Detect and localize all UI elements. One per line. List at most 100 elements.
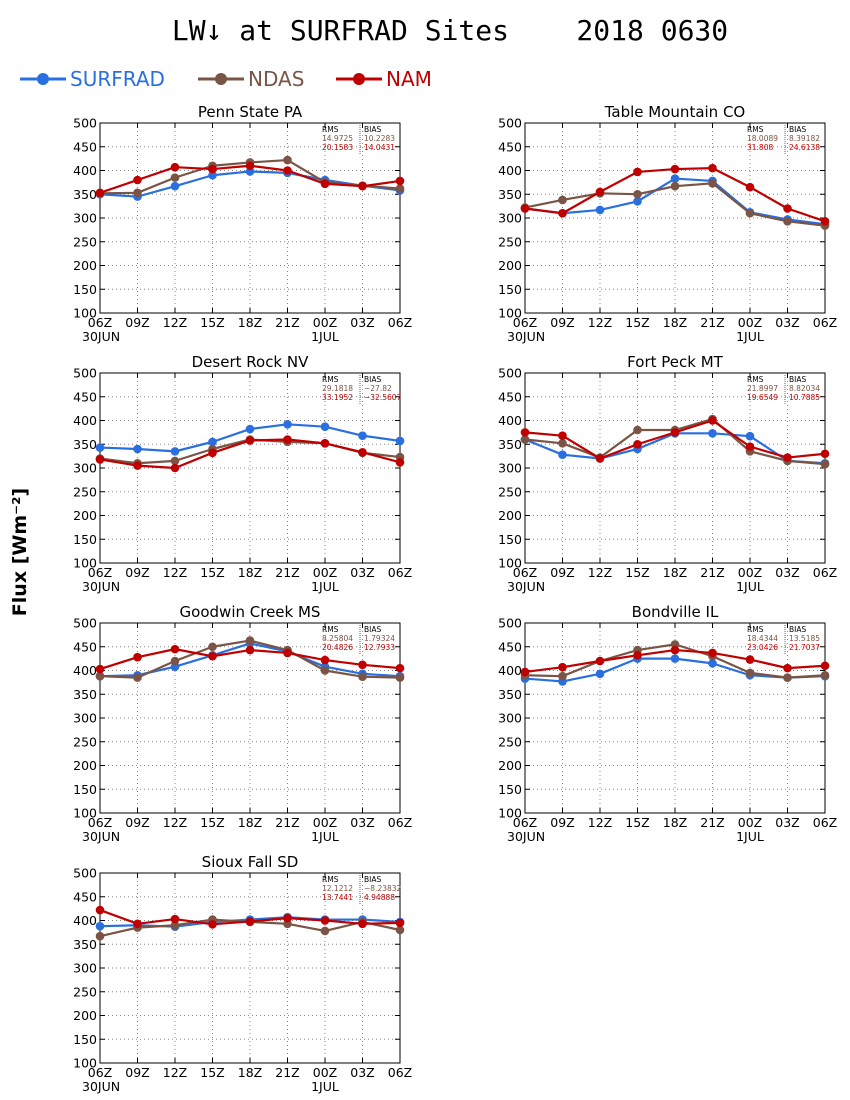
data-point-nam xyxy=(320,179,330,189)
legend-marker-ndas xyxy=(215,73,227,85)
data-point-nam xyxy=(558,208,567,218)
x-tick-label: 06Z xyxy=(88,315,112,330)
x-tick-label: 00Z xyxy=(313,1065,337,1080)
data-point-surfrad xyxy=(708,429,717,438)
stats-header-bias: BIAS xyxy=(789,375,806,384)
data-point-nam xyxy=(358,181,367,191)
stats-rms-ndas: 29.1818 xyxy=(322,384,353,393)
x-date-label: 30JUN xyxy=(507,829,545,844)
x-tick-label: 09Z xyxy=(550,815,574,830)
data-point-nam xyxy=(133,652,142,662)
data-point-nam xyxy=(670,164,680,174)
data-point-nam xyxy=(633,651,642,660)
series-nam xyxy=(95,161,405,198)
legend-label-ndas: NDAS xyxy=(248,67,304,91)
y-tick-label: 300 xyxy=(73,211,97,226)
stats-bias-nam: 14.0431 xyxy=(364,143,395,152)
data-point-ndas xyxy=(820,670,830,680)
x-tick-label: 21Z xyxy=(275,315,299,330)
data-point-nam xyxy=(595,187,605,197)
x-tick-label: 12Z xyxy=(163,815,187,830)
series-nam xyxy=(520,163,830,226)
data-point-surfrad xyxy=(320,422,330,431)
y-tick-label: 300 xyxy=(73,961,97,976)
data-point-ndas xyxy=(95,671,105,681)
data-point-nam xyxy=(670,428,680,437)
data-point-nam xyxy=(558,662,567,672)
stats-bias-ndas: 10.2283 xyxy=(364,134,395,143)
x-tick-label: 21Z xyxy=(700,815,724,830)
x-tick-label: 15Z xyxy=(200,565,224,580)
data-point-ndas xyxy=(395,673,405,682)
y-tick-label: 250 xyxy=(498,234,522,249)
stats-rms-nam: 13.7441 xyxy=(322,893,353,902)
y-axis-label: Flux [Wm⁻²] xyxy=(9,488,31,616)
figure-title: LW↓ at SURFRAD Sites 2018 0630 xyxy=(172,14,728,47)
data-point-nam xyxy=(320,655,330,665)
y-tick-label: 450 xyxy=(73,889,97,904)
series-surfrad xyxy=(95,420,405,456)
stats-rms-nam: 31.808 xyxy=(747,143,773,152)
x-date-label: 1JUL xyxy=(736,329,764,344)
legend: SURFRAD NDAS NAM xyxy=(20,67,432,91)
y-tick-label: 200 xyxy=(73,1008,97,1023)
y-tick-label: 150 xyxy=(498,282,522,297)
stats-header-rms: RMS xyxy=(747,625,764,634)
x-tick-label: 21Z xyxy=(275,1065,299,1080)
series-nam xyxy=(520,645,830,677)
x-tick-label: 12Z xyxy=(163,565,187,580)
x-tick-label: 06Z xyxy=(813,815,837,830)
stats-header-rms: RMS xyxy=(322,875,339,884)
data-point-ndas xyxy=(558,439,567,448)
stats-bias-ndas: 1.79324 xyxy=(364,634,395,643)
data-point-nam xyxy=(245,917,255,926)
y-tick-label: 500 xyxy=(73,366,97,381)
y-tick-label: 350 xyxy=(498,437,522,452)
data-point-nam xyxy=(283,913,292,923)
y-tick-label: 200 xyxy=(73,508,97,523)
data-point-nam xyxy=(320,916,330,925)
panel-title: Goodwin Creek MS xyxy=(180,603,321,621)
data-point-surfrad xyxy=(558,450,567,460)
data-point-surfrad xyxy=(745,431,755,441)
data-point-ndas xyxy=(633,189,642,199)
data-point-nam xyxy=(320,439,330,448)
y-tick-label: 300 xyxy=(498,461,522,476)
data-point-nam xyxy=(95,188,105,198)
x-tick-label: 06Z xyxy=(388,565,412,580)
data-point-surfrad xyxy=(670,654,680,663)
data-point-ndas xyxy=(358,672,367,681)
data-point-ndas xyxy=(170,173,180,182)
data-point-surfrad xyxy=(708,659,717,668)
data-point-ndas xyxy=(670,181,680,191)
x-tick-label: 12Z xyxy=(588,815,612,830)
data-point-ndas xyxy=(170,656,180,666)
x-tick-label: 03Z xyxy=(350,565,374,580)
x-tick-label: 00Z xyxy=(738,815,762,830)
stats-bias-ndas: 13.5185 xyxy=(789,634,820,643)
data-point-nam xyxy=(170,644,180,654)
x-tick-label: 06Z xyxy=(88,1065,112,1080)
data-point-surfrad xyxy=(245,424,255,434)
data-point-ndas xyxy=(745,208,755,218)
x-tick-label: 06Z xyxy=(513,565,537,580)
x-tick-label: 18Z xyxy=(663,565,687,580)
data-point-ndas xyxy=(708,179,717,188)
data-point-nam xyxy=(520,428,530,437)
y-tick-label: 450 xyxy=(498,139,522,154)
y-tick-label: 200 xyxy=(498,758,522,773)
panel-title: Sioux Fall SD xyxy=(202,853,299,871)
data-point-nam xyxy=(358,919,367,929)
x-tick-label: 15Z xyxy=(200,815,224,830)
stats-box: RMS BIAS 29.1818 −27.82 33.1952 −32.5607 xyxy=(322,375,402,404)
stats-rms-nam: 20.1583 xyxy=(322,143,353,152)
stats-header-rms: RMS xyxy=(747,375,764,384)
y-tick-label: 450 xyxy=(498,639,522,654)
data-point-nam xyxy=(520,667,530,677)
data-point-nam xyxy=(133,919,142,929)
y-tick-label: 350 xyxy=(73,687,97,702)
data-point-nam xyxy=(520,204,530,213)
stats-rms-nam: 33.1952 xyxy=(322,393,353,402)
y-tick-label: 400 xyxy=(498,413,522,428)
y-tick-label: 450 xyxy=(73,639,97,654)
